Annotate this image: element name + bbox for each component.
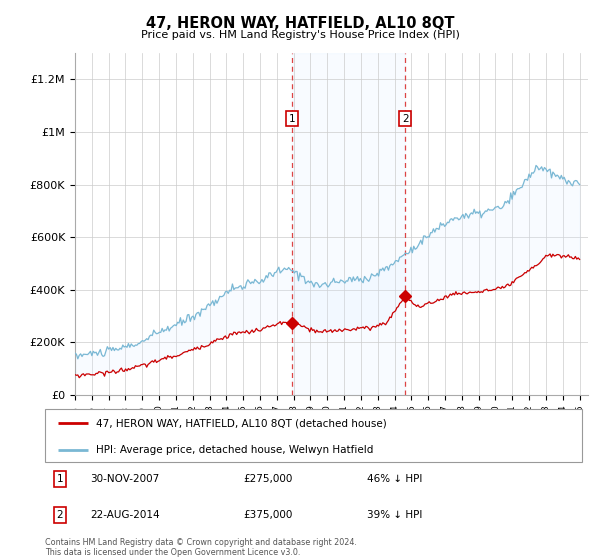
Text: 47, HERON WAY, HATFIELD, AL10 8QT (detached house): 47, HERON WAY, HATFIELD, AL10 8QT (detac… (96, 418, 387, 428)
Text: £375,000: £375,000 (244, 510, 293, 520)
Text: Price paid vs. HM Land Registry's House Price Index (HPI): Price paid vs. HM Land Registry's House … (140, 30, 460, 40)
Text: 39% ↓ HPI: 39% ↓ HPI (367, 510, 422, 520)
Text: 47, HERON WAY, HATFIELD, AL10 8QT: 47, HERON WAY, HATFIELD, AL10 8QT (146, 16, 454, 31)
Text: 1: 1 (57, 474, 64, 484)
Text: 22-AUG-2014: 22-AUG-2014 (91, 510, 160, 520)
Text: 30-NOV-2007: 30-NOV-2007 (91, 474, 160, 484)
Text: 1: 1 (289, 114, 296, 124)
Text: Contains HM Land Registry data © Crown copyright and database right 2024.
This d: Contains HM Land Registry data © Crown c… (45, 538, 357, 557)
Text: 2: 2 (57, 510, 64, 520)
Text: 2: 2 (402, 114, 409, 124)
Text: £275,000: £275,000 (244, 474, 293, 484)
Text: HPI: Average price, detached house, Welwyn Hatfield: HPI: Average price, detached house, Welw… (96, 445, 373, 455)
Bar (292, 53, 405, 395)
Text: 46% ↓ HPI: 46% ↓ HPI (367, 474, 422, 484)
